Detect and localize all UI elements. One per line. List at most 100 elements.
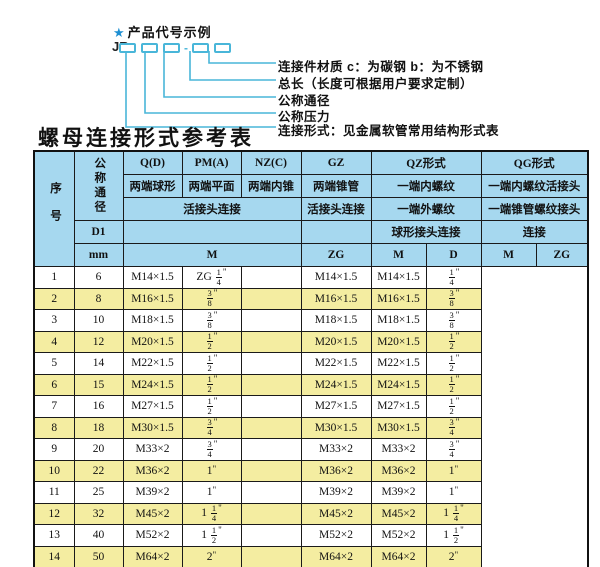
cell-seq: 11 (33, 481, 75, 504)
cell-qg-zg: 2" (425, 545, 482, 567)
cell-qz-d: M27×1.5 (300, 395, 372, 418)
code-label-length: 总长（长度可根据用户要求定制） (278, 77, 474, 91)
table-row: 8 18 M30×1.5 3 4 " M30×1.5 M30×1.5 3 4 " (33, 416, 588, 439)
table-row: 4 12 M20×1.5 1 2 " M20×1.5 M20×1.5 1 2 " (33, 330, 588, 353)
cell-gz: 3 4 " (181, 416, 242, 439)
header-conn-gz: 活接头连接 (300, 197, 372, 221)
code-label-diameter: 公称通径 (278, 94, 331, 108)
cell-qg-m: M39×2 (370, 481, 427, 504)
cell-dn: 20 (73, 438, 124, 461)
cell-qz-m (240, 481, 302, 504)
cell-gz: 1 1 4 " (181, 502, 242, 525)
header-group-gz: GZ (300, 150, 372, 175)
table-row: 10 22 M36×2 1" M36×2 M36×2 1" (33, 459, 588, 482)
header-group-nzc: NZ(C) (240, 150, 302, 175)
header-group-qd: Q(D) (122, 150, 183, 175)
cell-m: M52×2 (122, 524, 183, 547)
header-desc-qz: 一端内螺纹 (370, 174, 482, 198)
cell-dn: 14 (73, 352, 124, 375)
product-code-heading-text: 产品代号示例 (127, 25, 212, 40)
header-desc-qd: 两端球形 (122, 174, 183, 198)
header-unit-qz-m: M (370, 243, 427, 267)
cell-qg-zg: 1 2 " (425, 352, 482, 375)
cell-qz-m (240, 373, 302, 396)
header-unit-m: M (122, 243, 302, 267)
cell-qg-m: M33×2 (370, 438, 427, 461)
header-seq: 序号 (33, 150, 75, 267)
cell-seq: 7 (33, 395, 75, 418)
code-box (214, 43, 231, 53)
cell-m: M22×1.5 (122, 352, 183, 375)
cell-qg-m: M18×1.5 (370, 309, 427, 332)
cell-m: M30×1.5 (122, 416, 183, 439)
cell-qg-m: M27×1.5 (370, 395, 427, 418)
table-row: 9 20 M33×2 3 4 " M33×2 M33×2 3 4 " (33, 438, 588, 461)
cell-seq: 8 (33, 416, 75, 439)
header-conn-qg: 一端锥管螺纹接头 (480, 197, 589, 221)
cell-qz-m (240, 545, 302, 567)
table-row: 11 25 M39×2 1" M39×2 M39×2 1" (33, 481, 588, 504)
code-label-pressure: 公称压力 (278, 110, 331, 124)
code-label-connection: 连接形式：见金属软管常用结构形式表 (278, 124, 500, 138)
cell-qg-m: M45×2 (370, 502, 427, 525)
code-box (163, 43, 180, 53)
cell-qz-m (240, 266, 302, 289)
cell-qg-m: M16×1.5 (370, 287, 427, 310)
table-row: 3 10 M18×1.5 3 8 " M18×1.5 M18×1.5 3 8 " (33, 309, 588, 332)
code-box (192, 43, 209, 53)
header-desc-qg: 一端内螺纹活接头 (480, 174, 589, 198)
cell-seq: 10 (33, 459, 75, 482)
cell-qg-zg: 3 8 " (425, 309, 482, 332)
cell-gz: 1 2 " (181, 395, 242, 418)
cell-seq: 9 (33, 438, 75, 461)
cell-dn: 40 (73, 524, 124, 547)
cell-dn: 10 (73, 309, 124, 332)
code-boxes: - (119, 42, 236, 54)
cell-gz: 1 2 " (181, 373, 242, 396)
header-group-qg: QG形式 (480, 150, 589, 175)
cell-qg-zg: 1" (425, 459, 482, 482)
cell-dn: 8 (73, 287, 124, 310)
cell-seq: 4 (33, 330, 75, 353)
cell-gz: 2" (181, 545, 242, 567)
table-row: 14 50 M64×2 2" M64×2 M64×2 2" (33, 545, 588, 567)
cell-seq: 3 (33, 309, 75, 332)
cell-qg-zg: 1 4 " (425, 266, 482, 289)
cell-qg-zg: 3 4 " (425, 438, 482, 461)
cell-qz-m (240, 502, 302, 525)
header-conn-qz: 一端外螺纹 (370, 197, 482, 221)
header-dn: 公称通径 (73, 150, 124, 221)
table-title: 螺母连接形式参考表 (38, 126, 254, 150)
cell-qz-d: M22×1.5 (300, 352, 372, 375)
cell-qz-d: M39×2 (300, 481, 372, 504)
header-conn: 连接 (480, 220, 589, 244)
cell-m: M18×1.5 (122, 309, 183, 332)
cell-m: M33×2 (122, 438, 183, 461)
header-desc-gz: 两端锥管 (300, 174, 372, 198)
cell-dn: 50 (73, 545, 124, 567)
cell-qz-d: M45×2 (300, 502, 372, 525)
cell-qg-zg: 1 1 2 " (425, 524, 482, 547)
table-row: 2 8 M16×1.5 3 8 " M16×1.5 M16×1.5 3 8 " (33, 287, 588, 310)
cell-qz-m (240, 395, 302, 418)
cell-qg-m: M30×1.5 (370, 416, 427, 439)
table-row: 7 16 M27×1.5 1 2 " M27×1.5 M27×1.5 1 2 " (33, 395, 588, 418)
cell-m: M14×1.5 (122, 266, 183, 289)
cell-qz-m (240, 352, 302, 375)
cell-m: M24×1.5 (122, 373, 183, 396)
cell-seq: 12 (33, 502, 75, 525)
table-row: 1 6 M14×1.5 ZG 1 4 " M14×1.5 M14×1.5 1 4 " (33, 266, 588, 289)
header-group-qz: QZ形式 (370, 150, 482, 175)
cell-gz: 1 1 2 " (181, 524, 242, 547)
cell-m: M64×2 (122, 545, 183, 567)
cell-gz: 3 4 " (181, 438, 242, 461)
cell-qz-d: M36×2 (300, 459, 372, 482)
cell-m: M39×2 (122, 481, 183, 504)
cell-m: M36×2 (122, 459, 183, 482)
header-unit-qg-zg: ZG (535, 243, 589, 267)
header-unit-zg: ZG (300, 243, 372, 267)
cell-qg-m: M24×1.5 (370, 373, 427, 396)
cell-qz-d: M30×1.5 (300, 416, 372, 439)
cell-gz: 1 2 " (181, 352, 242, 375)
